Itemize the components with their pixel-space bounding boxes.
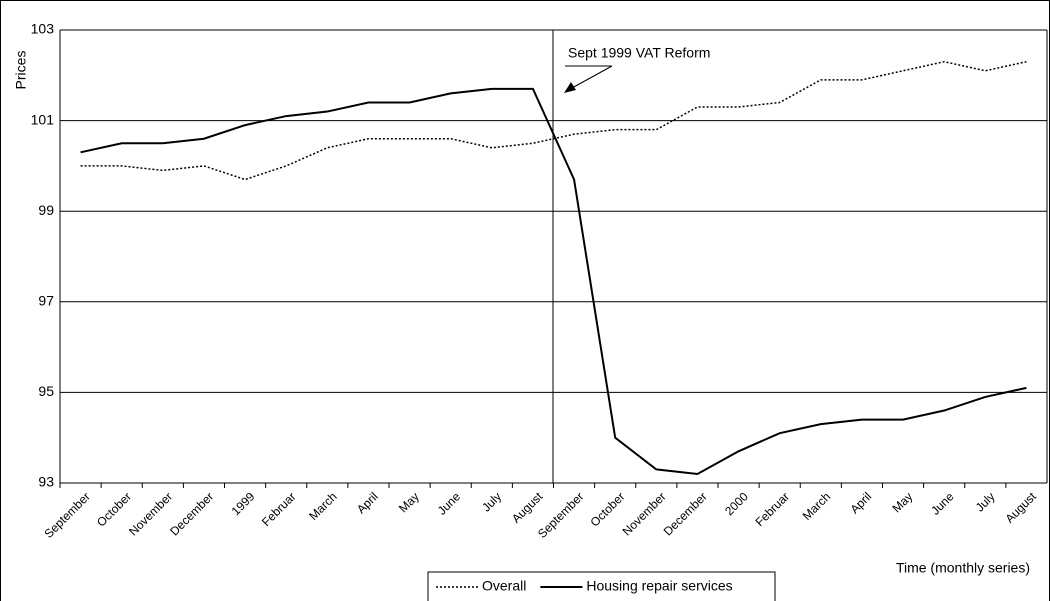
y-tick-label: 101 xyxy=(31,111,55,127)
y-tick-label: 97 xyxy=(38,293,54,309)
x-tick-label: 2000 xyxy=(722,489,751,518)
series-line xyxy=(80,60,1027,181)
y-axis-title: Prices xyxy=(13,51,29,90)
series-line xyxy=(80,87,1027,475)
x-tick-label: March xyxy=(800,489,833,522)
x-tick-label: April xyxy=(354,489,381,516)
arrow-head xyxy=(564,82,576,93)
x-tick-label: April xyxy=(847,489,874,516)
x-tick-label: December xyxy=(661,489,710,538)
x-tick-label: May xyxy=(396,489,422,515)
x-tick-label: December xyxy=(167,489,216,538)
x-tick-label: October xyxy=(94,489,134,529)
x-tick-label: November xyxy=(126,489,175,538)
annotation-box xyxy=(560,42,760,66)
legend-label: Overall xyxy=(482,578,526,594)
x-tick-label: June xyxy=(435,489,464,518)
legend xyxy=(427,571,776,601)
x-tick-label: May xyxy=(889,489,915,515)
legend-label: Housing repair services xyxy=(586,578,732,594)
y-tick-label: 95 xyxy=(38,383,54,399)
x-tick-label: August xyxy=(509,489,546,526)
x-tick-label: March xyxy=(306,489,339,522)
y-tick-label: 93 xyxy=(38,474,54,490)
x-tick-label: August xyxy=(1002,489,1039,526)
x-tick-label: July xyxy=(973,489,998,514)
x-tick-label: Februar xyxy=(752,489,792,529)
y-tick-label: 103 xyxy=(31,21,55,37)
annotation: Sept 1999 VAT Reform xyxy=(568,45,710,61)
x-tick-label: Februar xyxy=(259,489,299,529)
x-axis-title: Time (monthly series) xyxy=(896,560,1030,576)
x-tick-label: June xyxy=(928,489,957,518)
y-tick-label: 99 xyxy=(38,202,54,218)
x-tick-label: 1999 xyxy=(229,489,258,518)
annotation-arrow xyxy=(571,65,613,89)
x-tick-label: July xyxy=(479,489,504,514)
x-tick-label: September xyxy=(42,489,93,540)
x-tick-label: October xyxy=(587,489,627,529)
x-tick-label: November xyxy=(620,489,669,538)
